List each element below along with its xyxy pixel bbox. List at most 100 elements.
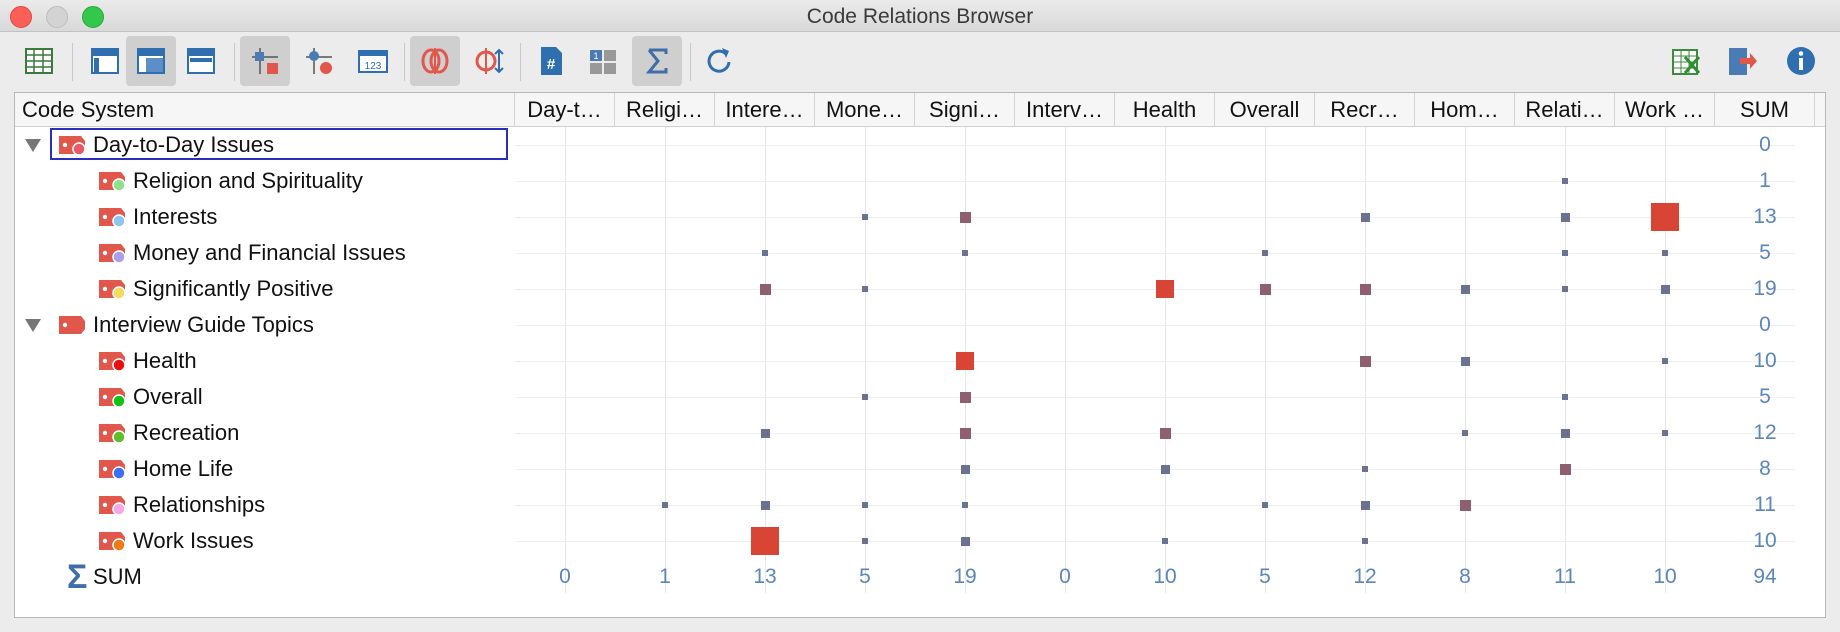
hash-document-icon[interactable]: # (526, 36, 576, 86)
header-code-system[interactable]: Code System (15, 93, 515, 127)
intersection-square[interactable] (1359, 355, 1371, 367)
column-header[interactable]: Health (1115, 93, 1215, 127)
intersection-square[interactable] (959, 427, 971, 439)
intersection-square[interactable] (862, 538, 868, 544)
code-label[interactable]: Recreation (133, 420, 240, 445)
layout-bottom-icon[interactable] (176, 36, 226, 86)
column-header[interactable]: Overall (1215, 93, 1315, 127)
code-label[interactable]: Day-to-Day Issues (93, 132, 274, 157)
nodes-icon[interactable] (294, 36, 344, 86)
column-header[interactable]: Intere… (715, 93, 815, 127)
code-label[interactable]: Overall (133, 384, 203, 409)
expand-triangle-icon[interactable] (25, 139, 41, 152)
code-row[interactable]: Interests 13 (15, 199, 1825, 235)
close-window-button[interactable] (10, 6, 32, 28)
column-header[interactable]: Recr… (1315, 93, 1415, 127)
intersection-square[interactable] (1459, 499, 1471, 511)
intersection-square[interactable] (760, 428, 770, 438)
column-header[interactable]: Signi… (915, 93, 1015, 127)
code-row[interactable]: Day-to-Day Issues 0 (15, 127, 1825, 163)
intersection-square[interactable] (1362, 538, 1368, 544)
intersection-square[interactable] (1560, 212, 1570, 222)
vertical-arrows-icon[interactable] (464, 36, 514, 86)
intersection-square[interactable] (1259, 283, 1271, 295)
column-header[interactable]: Hom… (1415, 93, 1515, 127)
intersection-square[interactable] (662, 502, 668, 508)
intersection-square[interactable] (1262, 502, 1268, 508)
expand-triangle-icon[interactable] (25, 319, 41, 332)
intersection-square[interactable] (1651, 203, 1679, 231)
intersection-square[interactable] (1559, 463, 1571, 475)
code-row[interactable]: Money and Financial Issues 5 (15, 235, 1825, 271)
code-row[interactable]: Interview Guide Topics 0 (15, 307, 1825, 343)
table-icon[interactable] (14, 36, 64, 86)
code-row[interactable]: Work Issues 10 (15, 523, 1825, 559)
code-label[interactable]: Interview Guide Topics (93, 312, 314, 337)
column-header[interactable]: Mone… (815, 93, 915, 127)
code-label[interactable]: Home Life (133, 456, 234, 481)
intersection-square[interactable] (1359, 283, 1371, 295)
intersection-square[interactable] (1160, 464, 1170, 474)
code-label[interactable]: Interests (133, 204, 218, 229)
intersection-square[interactable] (1662, 358, 1668, 364)
code-row[interactable]: Health 10 (15, 343, 1825, 379)
column-header[interactable]: Work … (1615, 93, 1715, 127)
layout-top-icon[interactable] (80, 36, 130, 86)
code-label[interactable]: Relationships (133, 492, 266, 517)
intersection-square[interactable] (1460, 356, 1470, 366)
numbers-icon[interactable]: 123 (348, 36, 398, 86)
intersection-square[interactable] (1562, 250, 1568, 256)
column-header[interactable]: Relati… (1515, 93, 1615, 127)
intersection-square[interactable] (1162, 538, 1168, 544)
column-header[interactable]: Day-t… (515, 93, 615, 127)
intersection-square[interactable] (1562, 178, 1568, 184)
numbered-blocks-icon[interactable]: 1 (578, 36, 628, 86)
intersection-square[interactable] (862, 502, 868, 508)
intersection-square[interactable] (1360, 500, 1370, 510)
code-row[interactable]: Recreation 12 (15, 415, 1825, 451)
export-arrow-icon[interactable] (1716, 36, 1766, 86)
intersection-square[interactable] (760, 500, 770, 510)
intersection-square[interactable] (862, 286, 868, 292)
minimize-window-button[interactable] (46, 6, 68, 28)
column-header[interactable]: Religi… (615, 93, 715, 127)
code-label[interactable]: Money and Financial Issues (133, 240, 406, 265)
code-label[interactable]: Work Issues (133, 528, 254, 553)
excel-export-icon[interactable] (1662, 36, 1712, 86)
intersection-square[interactable] (960, 536, 970, 546)
intersection-square[interactable] (1560, 428, 1570, 438)
refresh-icon[interactable] (694, 36, 744, 86)
layout-middle-icon[interactable] (126, 36, 176, 86)
code-label[interactable]: Health (133, 348, 197, 373)
intersection-square[interactable] (1460, 284, 1470, 294)
squares-nodes-icon[interactable] (240, 36, 290, 86)
intersection-icon[interactable] (410, 36, 460, 86)
column-header[interactable]: SUM (1715, 93, 1815, 127)
intersection-square[interactable] (1360, 212, 1370, 222)
intersection-square[interactable] (862, 214, 868, 220)
intersection-square[interactable] (1662, 250, 1668, 256)
code-row[interactable]: Overall 5 (15, 379, 1825, 415)
intersection-square[interactable] (959, 211, 971, 223)
info-icon[interactable] (1776, 36, 1826, 86)
code-label[interactable]: Significantly Positive (133, 276, 334, 301)
code-row[interactable]: Home Life 8 (15, 451, 1825, 487)
intersection-square[interactable] (759, 283, 771, 295)
intersection-square[interactable] (1156, 280, 1174, 298)
code-row[interactable]: Relationships 11 (15, 487, 1825, 523)
intersection-square[interactable] (956, 352, 974, 370)
intersection-square[interactable] (862, 394, 868, 400)
intersection-square[interactable] (1662, 430, 1668, 436)
column-header[interactable]: Interv… (1015, 93, 1115, 127)
intersection-square[interactable] (1159, 427, 1171, 439)
intersection-square[interactable] (962, 502, 968, 508)
intersection-square[interactable] (960, 464, 970, 474)
intersection-square[interactable] (1462, 430, 1468, 436)
sigma-icon[interactable] (632, 36, 682, 86)
intersection-square[interactable] (1362, 466, 1368, 472)
intersection-square[interactable] (751, 527, 779, 555)
intersection-square[interactable] (1262, 250, 1268, 256)
zoom-window-button[interactable] (82, 6, 104, 28)
code-label[interactable]: Religion and Spirituality (133, 168, 363, 193)
intersection-square[interactable] (762, 250, 768, 256)
